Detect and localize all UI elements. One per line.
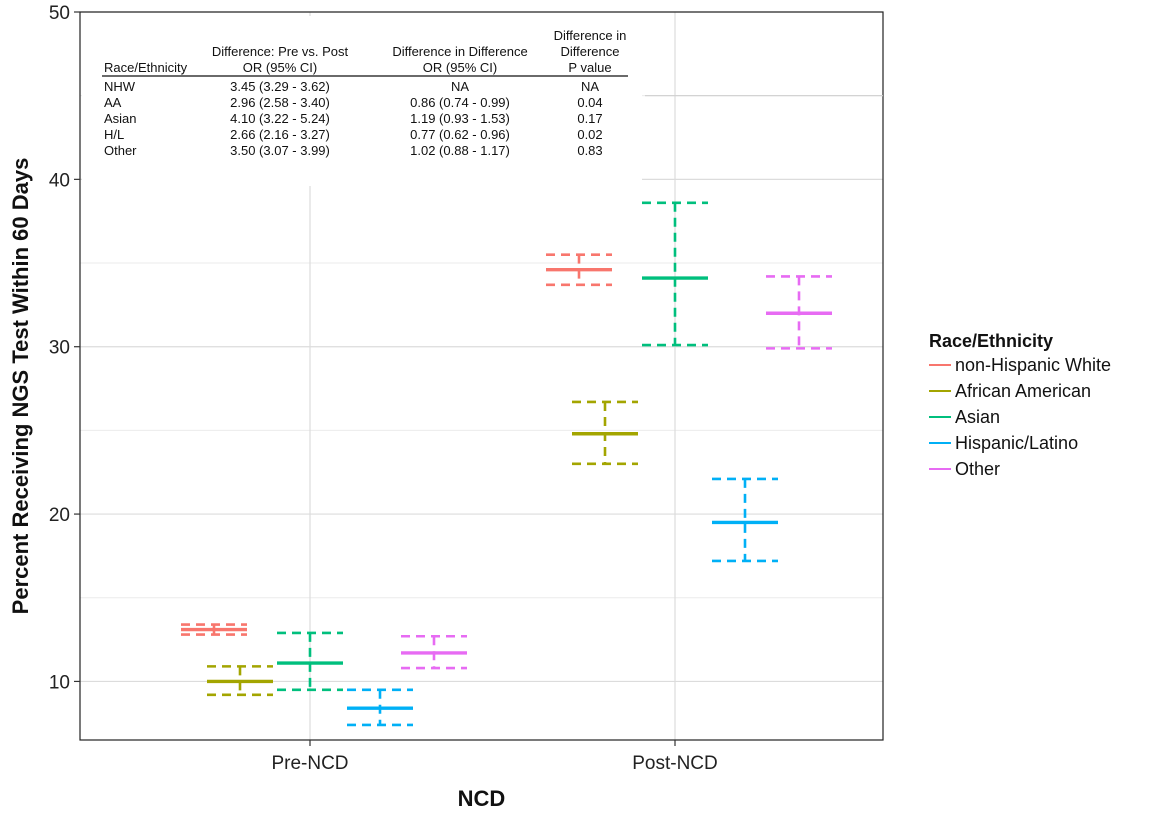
table-cell: 4.10 (3.22 - 5.24)	[230, 111, 330, 126]
table-cell: H/L	[104, 127, 124, 142]
y-tick-label: 30	[49, 338, 70, 359]
error-bar-hispanic-latino-post-ncd	[712, 477, 778, 563]
legend-label: Asian	[955, 407, 1000, 427]
table-cell: 0.04	[577, 95, 602, 110]
table-header-text: OR (95% CI)	[243, 60, 317, 75]
table-cell: 3.50 (3.07 - 3.99)	[230, 143, 330, 158]
y-tick-label: 20	[49, 505, 70, 526]
table-cell: 0.02	[577, 127, 602, 142]
table-cell: NA	[451, 79, 469, 94]
x-tick-label: Pre-NCD	[271, 753, 348, 774]
error-bar-asian-post-ncd	[642, 201, 708, 347]
legend: Race/Ethnicity non-Hispanic White African…	[929, 331, 1111, 479]
error-bar-hispanic-latino-pre-ncd	[347, 688, 413, 727]
axes: 10 20 30 40 50 Pre-NCD Post-NCD	[49, 3, 718, 774]
error-bar-asian-pre-ncd	[277, 631, 343, 692]
x-tick-label: Post-NCD	[632, 753, 718, 774]
table-cell: Other	[104, 143, 137, 158]
table-cell: Asian	[104, 111, 137, 126]
table-cell: 3.45 (3.29 - 3.62)	[230, 79, 330, 94]
table-cell: 0.83	[577, 143, 602, 158]
table-cell: 0.17	[577, 111, 602, 126]
table-header-text: Difference	[560, 44, 619, 59]
y-tick-label: 50	[49, 3, 70, 24]
table-header-text: Difference: Pre vs. Post	[212, 44, 349, 59]
error-bar-other-post-ncd	[766, 275, 832, 350]
legend-title: Race/Ethnicity	[929, 331, 1053, 351]
error-bar-other-pre-ncd	[401, 634, 467, 670]
legend-label: African American	[955, 381, 1091, 401]
table-cell: 1.02 (0.88 - 1.17)	[410, 143, 510, 158]
table-cell: NA	[581, 79, 599, 94]
table-header-text: Difference in Difference	[392, 44, 527, 59]
error-bar-non-hispanic-white-pre-ncd	[181, 623, 247, 636]
table-cell: 2.66 (2.16 - 3.27)	[230, 127, 330, 142]
table-cell: AA	[104, 95, 122, 110]
error-bar-marks	[181, 201, 832, 727]
error-bar-non-hispanic-white-post-ncd	[546, 253, 612, 287]
plot-panel	[79, 11, 884, 741]
table-cell: 0.77 (0.62 - 0.96)	[410, 127, 510, 142]
legend-label: Other	[955, 459, 1000, 479]
legend-label: non-Hispanic White	[955, 355, 1111, 375]
table-background	[82, 16, 642, 186]
y-axis-title: Percent Receiving NGS Test Within 60 Day…	[8, 158, 33, 615]
y-tick-label: 10	[49, 672, 70, 693]
legend-label: Hispanic/Latino	[955, 433, 1078, 453]
table-header-text: OR (95% CI)	[423, 60, 497, 75]
error-bar-african-american-pre-ncd	[207, 665, 273, 697]
table-cell: 1.19 (0.93 - 1.53)	[410, 111, 510, 126]
table-header-text: Difference in	[554, 28, 627, 43]
x-axis-title: NCD	[458, 786, 506, 811]
table-cell: NHW	[104, 79, 136, 94]
table-header-text: P value	[568, 60, 611, 75]
table-header-text: Race/Ethnicity	[104, 60, 188, 75]
error-bar-african-american-post-ncd	[572, 400, 638, 466]
table-cell: 0.86 (0.74 - 0.99)	[410, 95, 510, 110]
table-cell: 2.96 (2.58 - 3.40)	[230, 95, 330, 110]
y-tick-label: 40	[49, 170, 70, 191]
